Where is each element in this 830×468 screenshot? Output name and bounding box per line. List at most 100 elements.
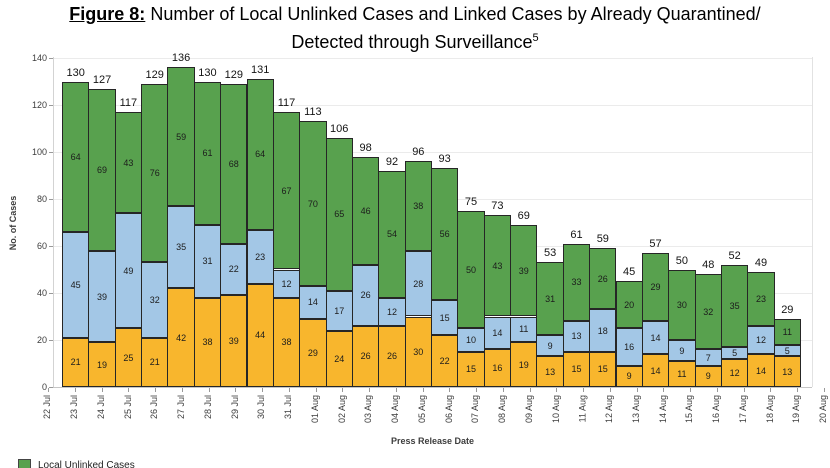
segment-value-label: 69 bbox=[97, 164, 108, 175]
bar-segment-unlinked: 32 bbox=[694, 274, 722, 350]
bar-segment-detected_surveillance: 7 bbox=[694, 349, 722, 366]
bar-segment-already_quarantined: 15 bbox=[457, 351, 485, 387]
x-tick-25 bbox=[716, 388, 718, 392]
bar-segment-detected_surveillance: 17 bbox=[325, 290, 353, 331]
x-tick-19 bbox=[556, 388, 558, 392]
segment-value-label: 9 bbox=[705, 371, 711, 382]
x-tick-8 bbox=[262, 388, 263, 392]
segment-value-label: 14 bbox=[307, 297, 318, 308]
bar-total-label: 131 bbox=[250, 64, 270, 77]
bar-total-label: 52 bbox=[728, 249, 741, 262]
bar-segment-unlinked: 20 bbox=[615, 281, 643, 329]
x-tick-label-13: 04 Aug bbox=[390, 395, 401, 424]
bar-segment-detected_surveillance: 23 bbox=[246, 229, 274, 284]
x-tick-12 bbox=[369, 388, 370, 392]
gridline-y-140 bbox=[53, 58, 812, 59]
x-tick-10 bbox=[315, 388, 317, 392]
segment-value-label: 59 bbox=[176, 131, 187, 142]
segment-value-label: 16 bbox=[492, 363, 503, 374]
y-tick-40 bbox=[49, 293, 53, 294]
bar-segment-already_quarantined: 15 bbox=[589, 351, 617, 387]
segment-value-label: 17 bbox=[334, 305, 345, 316]
x-tick-label-23: 14 Aug bbox=[657, 395, 668, 424]
bar-segment-already_quarantined: 38 bbox=[193, 297, 222, 387]
x-tick-7 bbox=[235, 388, 237, 392]
bar-segment-unlinked: 29 bbox=[641, 253, 670, 322]
x-tick-11 bbox=[342, 388, 344, 392]
x-tick-3 bbox=[128, 388, 130, 392]
bar-segment-unlinked: 67 bbox=[272, 112, 301, 270]
segment-value-label: 23 bbox=[755, 293, 766, 304]
x-tick-label-14: 05 Aug bbox=[417, 395, 427, 424]
bar-segment-already_quarantined: 21 bbox=[141, 337, 169, 387]
bar-segment-already_quarantined: 15 bbox=[562, 351, 591, 387]
segment-value-label: 56 bbox=[439, 229, 450, 240]
bar-segment-unlinked: 56 bbox=[431, 168, 459, 301]
segment-value-label: 28 bbox=[413, 278, 424, 289]
bar-segment-unlinked: 43 bbox=[483, 215, 512, 317]
bar-segment-already_quarantined: 26 bbox=[378, 325, 406, 387]
bar-segment-detected_surveillance: 9 bbox=[668, 340, 696, 362]
bar-total-label: 73 bbox=[491, 200, 504, 213]
segment-value-label: 43 bbox=[123, 157, 134, 168]
bar-segment-detected_surveillance: 35 bbox=[167, 206, 195, 289]
x-tick-0 bbox=[48, 388, 49, 392]
figure-title-line1: Figure 8: Number of Local Unlinked Cases… bbox=[0, 2, 830, 26]
y-tick-60 bbox=[49, 246, 53, 247]
segment-value-label: 64 bbox=[255, 149, 266, 160]
bar-segment-already_quarantined: 21 bbox=[62, 337, 90, 387]
y-tick-label-100: 100 bbox=[31, 147, 47, 157]
x-tick-label-25: 16 Aug bbox=[711, 395, 722, 424]
x-tick-label-3: 25 Jul bbox=[122, 395, 133, 420]
bar-total-label: 48 bbox=[702, 259, 715, 272]
bar-total-label: 136 bbox=[171, 52, 191, 65]
bar-total-label: 69 bbox=[517, 209, 530, 222]
bar-total-label: 92 bbox=[385, 155, 399, 168]
bar-segment-already_quarantined: 11 bbox=[668, 361, 696, 387]
x-tick-label-18: 09 Aug bbox=[524, 395, 534, 424]
bar-segment-already_quarantined: 26 bbox=[351, 325, 380, 387]
bar-segment-already_quarantined: 22 bbox=[431, 335, 459, 387]
segment-value-label: 14 bbox=[755, 365, 766, 376]
footnote-superscript: 5 bbox=[532, 32, 539, 44]
x-tick-label-27: 18 Aug bbox=[764, 395, 775, 424]
x-tick-17 bbox=[502, 388, 504, 392]
bar-segment-detected_surveillance: 5 bbox=[773, 344, 801, 357]
segment-value-label: 29 bbox=[650, 282, 661, 293]
y-tick-label-0: 0 bbox=[41, 382, 47, 392]
bar-segment-unlinked: 54 bbox=[378, 170, 406, 298]
segment-value-label: 26 bbox=[597, 273, 608, 284]
bar-segment-detected_surveillance: 14 bbox=[299, 285, 327, 319]
y-tick-0 bbox=[49, 387, 53, 388]
x-tick-label-16: 07 Aug bbox=[470, 395, 481, 424]
x-tick-18 bbox=[529, 388, 531, 392]
x-tick-22 bbox=[636, 388, 638, 392]
bar-segment-detected_surveillance: 22 bbox=[220, 243, 248, 296]
segment-value-label: 21 bbox=[149, 357, 160, 368]
segment-value-label: 30 bbox=[676, 299, 687, 310]
bar-segment-detected_surveillance: 13 bbox=[562, 321, 591, 352]
x-tick-5 bbox=[181, 388, 183, 392]
bar-segment-detected_surveillance: 12 bbox=[272, 269, 301, 298]
bar-segment-already_quarantined: 39 bbox=[220, 295, 248, 387]
bar-total-label: 130 bbox=[66, 66, 85, 79]
segment-value-label: 5 bbox=[732, 347, 738, 358]
bar-total-label: 130 bbox=[198, 66, 217, 79]
segment-value-label: 9 bbox=[626, 371, 632, 382]
figure-title: Figure 8: Number of Local Unlinked Cases… bbox=[0, 2, 830, 54]
x-tick-20 bbox=[583, 388, 584, 392]
bar-segment-already_quarantined: 44 bbox=[246, 283, 274, 387]
figure-title-text-2: Detected through Surveillance bbox=[291, 32, 533, 52]
bar-total-label: 106 bbox=[330, 122, 349, 135]
bar-segment-already_quarantined: 14 bbox=[747, 354, 775, 387]
segment-value-label: 15 bbox=[466, 364, 477, 375]
x-tick-label-4: 26 Jul bbox=[149, 395, 160, 420]
x-tick-28 bbox=[797, 388, 798, 392]
x-tick-6 bbox=[208, 388, 210, 392]
x-tick-label-10: 01 Aug bbox=[310, 395, 320, 424]
bar-segment-already_quarantined: 30 bbox=[404, 316, 432, 387]
bar-total-label: 117 bbox=[277, 97, 296, 110]
x-tick-13 bbox=[395, 388, 397, 392]
bar-segment-unlinked: 30 bbox=[668, 269, 696, 340]
